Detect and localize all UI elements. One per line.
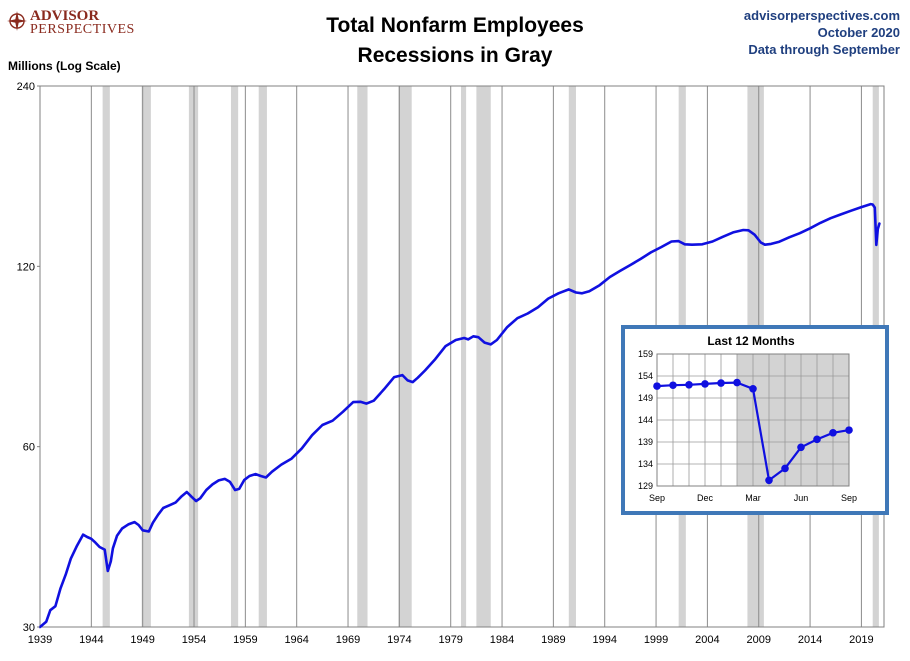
y-tick-label: 120 [17, 261, 35, 273]
x-tick-label: 1944 [79, 634, 103, 646]
inset-y-tick-label: 149 [638, 393, 653, 403]
x-tick-label: 1994 [592, 634, 616, 646]
recession-band [460, 86, 467, 627]
inset-data-point [749, 384, 757, 393]
x-tick-label: 1999 [644, 634, 668, 646]
inset-y-tick-labels: 129 134 139 144 149 154 159 [638, 349, 653, 491]
chart-title: Total Nonfarm Employees [326, 14, 584, 37]
y-tick-labels: 30 60 120 240 [17, 81, 40, 634]
logo[interactable]: ADVISOR PERSPECTIVES [7, 8, 135, 37]
inset-data-point [669, 381, 677, 390]
inset-plot-frame [656, 353, 850, 487]
inset-y-tick-label: 129 [638, 481, 653, 491]
inset-data-points [653, 378, 853, 485]
publish-date: October 2020 [818, 25, 900, 40]
logo-name: ADVISOR [30, 8, 99, 24]
x-tick-label: 1974 [387, 634, 411, 646]
inset-data-point [829, 428, 837, 437]
x-tick-label: 1954 [182, 634, 206, 646]
inset-x-tick-label: Sep [841, 493, 857, 503]
inset-x-tick-label: Mar [745, 493, 761, 503]
inset-y-tick-label: 154 [638, 371, 653, 381]
inset-chart: Last 12 Months 129 134 139 144 149 154 159 Sep… [621, 325, 889, 515]
x-tick-label: 1959 [233, 634, 257, 646]
inset-y-tick-label: 144 [638, 415, 653, 425]
recession-band [476, 86, 491, 627]
inset-data-point [733, 378, 741, 387]
x-tick-label: 1979 [438, 634, 462, 646]
x-tick-label: 2014 [798, 634, 822, 646]
inset-data-point [685, 381, 693, 389]
x-tick-label: 1939 [28, 634, 52, 646]
recession-band [102, 86, 110, 627]
y-tick-label: 60 [23, 442, 35, 454]
inset-title: Last 12 Months [707, 334, 795, 348]
inset-y-tick-label: 134 [638, 459, 653, 469]
recession-band [258, 86, 267, 627]
x-tick-label: 1969 [336, 634, 360, 646]
inset-data-point [653, 382, 661, 390]
x-tick-label: 2004 [695, 634, 719, 646]
inset-y-tick-label: 159 [638, 349, 653, 359]
x-tick-label: 1989 [541, 634, 565, 646]
inset-data-point [781, 464, 789, 473]
inset-data-point [845, 426, 853, 434]
x-tick-labels: 1939 1944 1949 1954 1959 1964 1969 1974 1979 1984… [28, 634, 874, 646]
series-line [38, 202, 881, 629]
inset-x-tick-label: Dec [697, 493, 714, 503]
inset-data-point [765, 476, 773, 485]
x-tick-label: 1984 [490, 634, 514, 646]
logo-sub: PERSPECTIVES [30, 22, 135, 37]
inset-x-tick-label: Sep [649, 493, 665, 503]
chart-subtitle: Recessions in Gray [358, 44, 553, 67]
inset-data-point [717, 379, 725, 387]
recession-band [188, 86, 199, 627]
recession-band [141, 86, 151, 627]
y-tick-label: 240 [17, 81, 35, 93]
recession-band [230, 86, 239, 627]
x-tick-label: 1964 [284, 634, 308, 646]
inset-y-tick-label: 139 [638, 437, 653, 447]
y-tick-label: 30 [23, 622, 35, 634]
x-tick-label: 1949 [130, 634, 154, 646]
recession-band [357, 86, 368, 627]
x-tick-label: 2009 [746, 634, 770, 646]
data-through: Data through September [748, 42, 900, 57]
inset-x-tick-label: Jun [794, 493, 809, 503]
inset-data-point [813, 435, 821, 444]
inset-data-point [797, 443, 805, 452]
recession-band [568, 86, 576, 627]
compass-rose-icon [7, 11, 27, 31]
x-tick-label: 2019 [849, 634, 873, 646]
source-site: advisorperspectives.com [744, 8, 900, 23]
inset-data-point [701, 380, 709, 388]
y-axis-label: Millions (Log Scale) [8, 59, 121, 73]
recession-band [398, 86, 412, 627]
inset-x-tick-labels: Sep Dec Mar Jun Sep [649, 493, 857, 503]
